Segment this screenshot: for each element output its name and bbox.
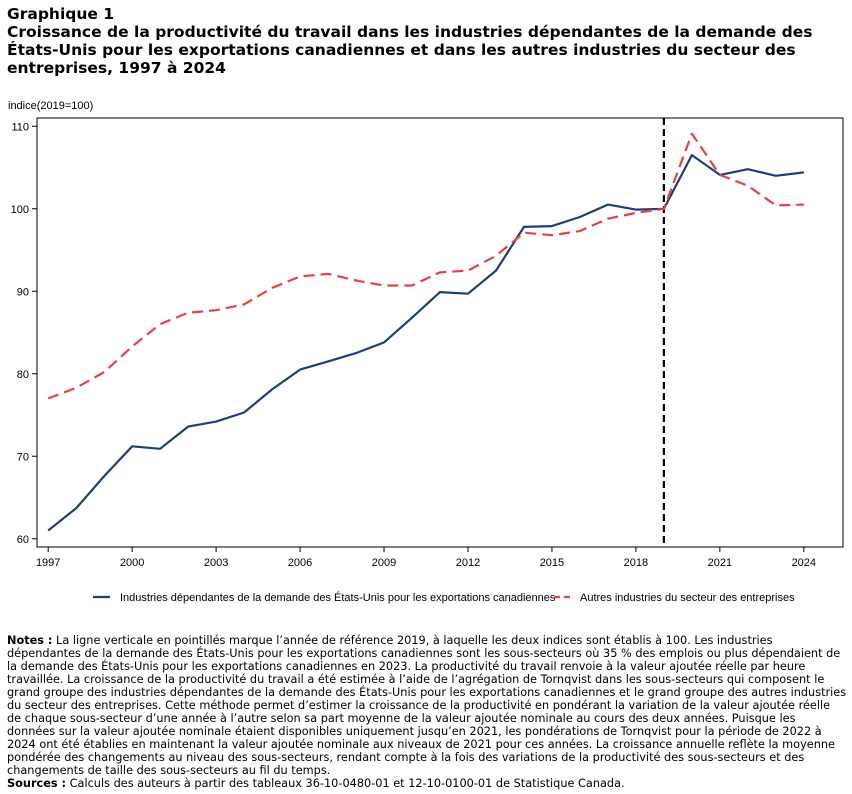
y-axis-label: indice(2019=100) xyxy=(8,100,93,112)
y-tick-label: 90 xyxy=(17,286,29,298)
legend-label: Autres industries du secteur des entrepr… xyxy=(580,592,795,604)
sources-label: Sources : xyxy=(7,777,67,790)
legend-label: Industries dépendantes de la demande des… xyxy=(120,591,556,604)
x-tick-label: 2015 xyxy=(540,557,564,569)
x-tick-label: 2021 xyxy=(708,557,732,569)
y-tick-label: 100 xyxy=(11,204,29,216)
sources-paragraph: Sources : Calculs des auteurs à partir d… xyxy=(7,777,847,790)
plot-frame xyxy=(36,117,844,548)
y-tick-label: 70 xyxy=(17,451,29,463)
x-axis: 1997 2000 2003 2006 2009 2012 2015 2018 2021 2024 xyxy=(36,547,816,569)
x-tick-label: 2018 xyxy=(624,557,648,569)
sources-text: Calculs des auteurs à partir des tableau… xyxy=(69,777,625,790)
notes-paragraph: Notes : La ligne verticale en pointillés… xyxy=(7,634,847,777)
series-group xyxy=(47,132,804,532)
figure-title-text: Croissance de la productivité du travail… xyxy=(7,23,813,77)
x-tick-label: 1997 xyxy=(36,557,60,569)
x-tick-label: 2003 xyxy=(204,557,228,569)
y-axis: 60 70 80 90 100 110 xyxy=(11,121,37,546)
x-tick-label: 2012 xyxy=(456,557,480,569)
y-tick-label: 80 xyxy=(17,369,29,381)
series-line-other-industries xyxy=(47,132,804,400)
x-tick-label: 2009 xyxy=(372,557,396,569)
line-chart: indice(2019=100) 60 70 80 90 100 110 1997 2000… xyxy=(8,100,844,604)
x-tick-label: 2006 xyxy=(288,557,312,569)
y-tick-label: 110 xyxy=(11,121,29,133)
x-tick-label: 2024 xyxy=(792,557,816,569)
x-tick-label: 2000 xyxy=(120,557,144,569)
legend: Industries dépendantes de la demande des… xyxy=(93,591,795,604)
figure-title: Graphique 1 Croissance de la productivit… xyxy=(7,5,847,77)
series-line-us-dependent xyxy=(47,153,804,532)
notes-text: La ligne verticale en pointillés marque … xyxy=(7,634,847,777)
notes-block: Notes : La ligne verticale en pointillés… xyxy=(7,634,847,790)
notes-label: Notes : xyxy=(7,634,53,647)
figure-label: Graphique 1 xyxy=(7,5,115,23)
y-tick-label: 60 xyxy=(17,534,29,546)
